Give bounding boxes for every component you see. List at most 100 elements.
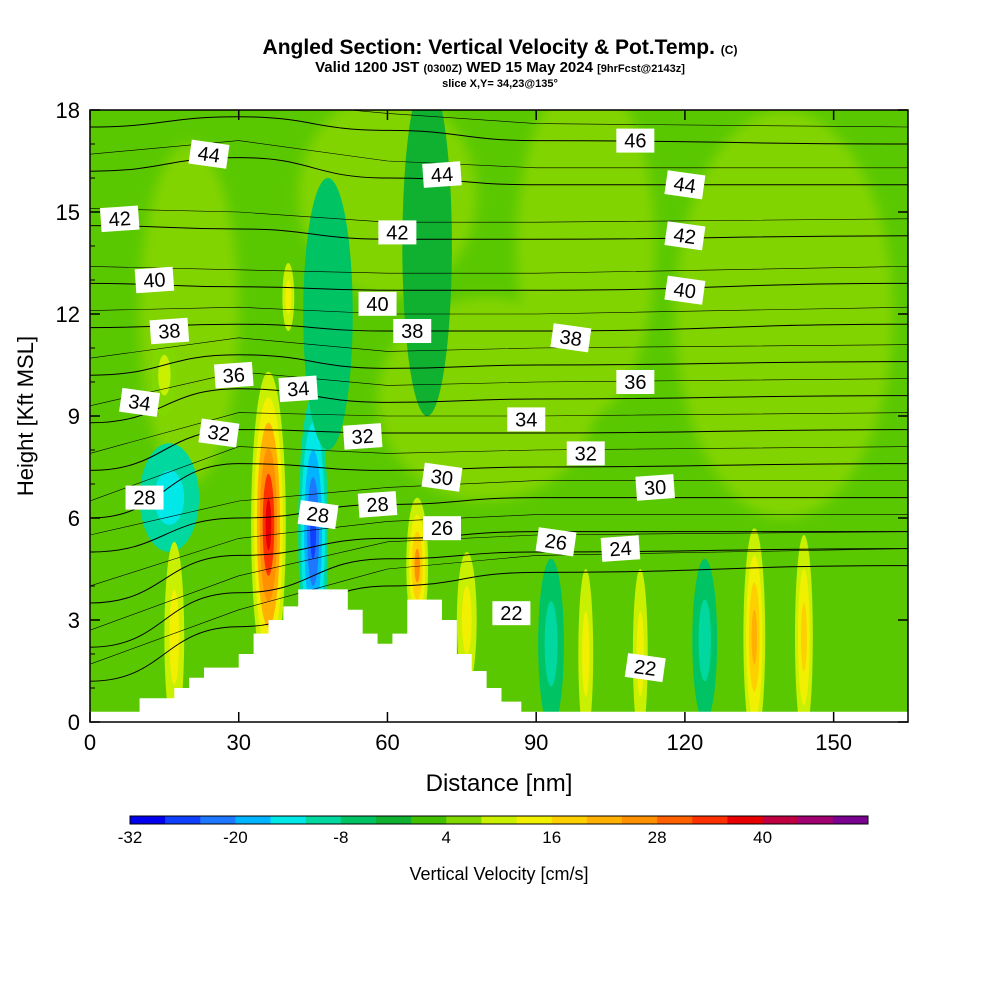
plot-area xyxy=(90,110,908,722)
contour-label-text: 38 xyxy=(158,320,182,343)
x-tick-label: 150 xyxy=(815,730,852,755)
contour-label-box xyxy=(492,601,531,626)
velocity-cell xyxy=(698,599,711,682)
contour-label-text: 40 xyxy=(143,269,167,292)
x-tick-label: 0 xyxy=(84,730,96,755)
contour-label-text: 22 xyxy=(633,656,658,681)
x-axis-label: Distance [nm] xyxy=(426,770,573,797)
contour-label: 38 xyxy=(550,323,592,353)
contour-label-text: 30 xyxy=(429,466,454,491)
contour-label-text: 22 xyxy=(500,603,522,625)
isentrope-minor xyxy=(90,371,908,407)
contour-label-text: 26 xyxy=(431,518,453,540)
velocity-cell xyxy=(751,609,758,665)
contour-label-text: 32 xyxy=(575,443,597,465)
velocity-cell xyxy=(169,589,180,685)
colorbar-swatch xyxy=(832,816,869,824)
y-tick-label: 18 xyxy=(56,98,80,123)
colorbar-swatch xyxy=(657,816,693,824)
isentrope-26 xyxy=(90,531,908,604)
chart-title: Angled Section: Vertical Velocity & Pot.… xyxy=(0,36,1000,60)
contour-label: 38 xyxy=(393,319,432,343)
velocity-cell xyxy=(285,280,292,314)
contour-label-box xyxy=(664,221,706,251)
colorbar-swatch xyxy=(586,816,623,824)
isentrope-minor xyxy=(90,514,908,587)
contour-label-text: 42 xyxy=(108,208,132,231)
colorbar-swatch xyxy=(200,816,236,824)
contour-label: 42 xyxy=(664,221,706,251)
contour-label-box xyxy=(119,387,161,417)
valid-utc: (0300Z) xyxy=(423,63,463,75)
y-tick-label: 9 xyxy=(68,404,80,429)
slice-info: slice X,Y= 34,23@135° xyxy=(442,78,558,90)
contour-label: 32 xyxy=(342,423,383,450)
contour-label-text: 42 xyxy=(672,224,697,249)
contour-label: 28 xyxy=(357,491,398,518)
contour-label: 34 xyxy=(507,407,546,432)
contour-label-text: 26 xyxy=(543,530,568,555)
colorbar-label: Vertical Velocity [cm/s] xyxy=(409,864,588,884)
y-tick-label: 12 xyxy=(56,302,80,327)
contour-label-box xyxy=(535,527,577,557)
light-patch xyxy=(674,110,894,518)
colorbar-swatch xyxy=(762,816,799,824)
contour-label: 28 xyxy=(125,485,164,510)
colorbar-swatch xyxy=(551,816,588,824)
colorbar-swatch xyxy=(165,816,201,824)
contour-label-box xyxy=(421,462,463,492)
contour-label: 36 xyxy=(616,370,655,394)
contour-label: 26 xyxy=(422,516,461,541)
contour-label-text: 46 xyxy=(624,131,646,153)
contour-label: 34 xyxy=(278,375,319,403)
contour-label: 28 xyxy=(297,500,339,530)
y-tick-label: 6 xyxy=(68,506,80,531)
contour-label: 40 xyxy=(358,291,397,316)
colorbar-tick-label: 28 xyxy=(648,828,667,847)
contour-label-box xyxy=(213,361,254,389)
contour-label-box xyxy=(664,170,706,200)
contour-label: 26 xyxy=(535,527,577,557)
velocity-cell xyxy=(158,354,171,396)
isentrope-minor xyxy=(90,446,908,502)
contour-label: 42 xyxy=(99,205,140,233)
colorbar: -32 -20 -8 4 16 28 40 xyxy=(118,815,869,847)
contour-label-text: 32 xyxy=(351,426,375,449)
contour-label-text: 34 xyxy=(286,378,310,401)
colorbar-tick-label: 4 xyxy=(442,828,451,847)
contour-label-text: 30 xyxy=(643,477,667,500)
contour-label-text: 42 xyxy=(386,222,408,244)
contour-label-box xyxy=(600,535,641,562)
y-tick-label: 15 xyxy=(56,200,80,225)
isentrope-42 xyxy=(90,225,908,240)
contour-label-box xyxy=(624,653,666,683)
contour-label: 30 xyxy=(421,462,463,492)
x-tick-label: 90 xyxy=(524,730,548,755)
contour-label-box xyxy=(149,317,190,345)
contour-label-text: 32 xyxy=(206,422,231,447)
velocity-cell xyxy=(414,548,420,583)
colorbar-swatch xyxy=(130,816,166,824)
valid-date: WED 15 May 2024 xyxy=(466,59,593,76)
colorbar-swatch xyxy=(692,816,728,824)
isentrope-24 xyxy=(90,548,908,648)
isentrope-46 xyxy=(90,116,908,145)
contour-label-box xyxy=(422,516,461,541)
colorbar-swatch xyxy=(446,816,482,824)
colorbar-swatch xyxy=(235,816,272,824)
colorbar-frame xyxy=(129,815,869,825)
velocity-cell xyxy=(461,586,472,654)
contour-label-text: 38 xyxy=(401,321,423,343)
colorbar-tick-label: -32 xyxy=(118,828,143,847)
contour-label: 46 xyxy=(616,128,655,153)
contour-label-box xyxy=(422,161,462,188)
velocity-cell xyxy=(544,601,558,687)
contour-label-text: 28 xyxy=(366,494,390,517)
isentrope-minor xyxy=(90,337,908,359)
isentrope-minor xyxy=(90,412,908,454)
velocity-cell xyxy=(636,611,645,697)
isentrope-minor xyxy=(90,266,908,274)
contour-label: 24 xyxy=(600,535,641,562)
